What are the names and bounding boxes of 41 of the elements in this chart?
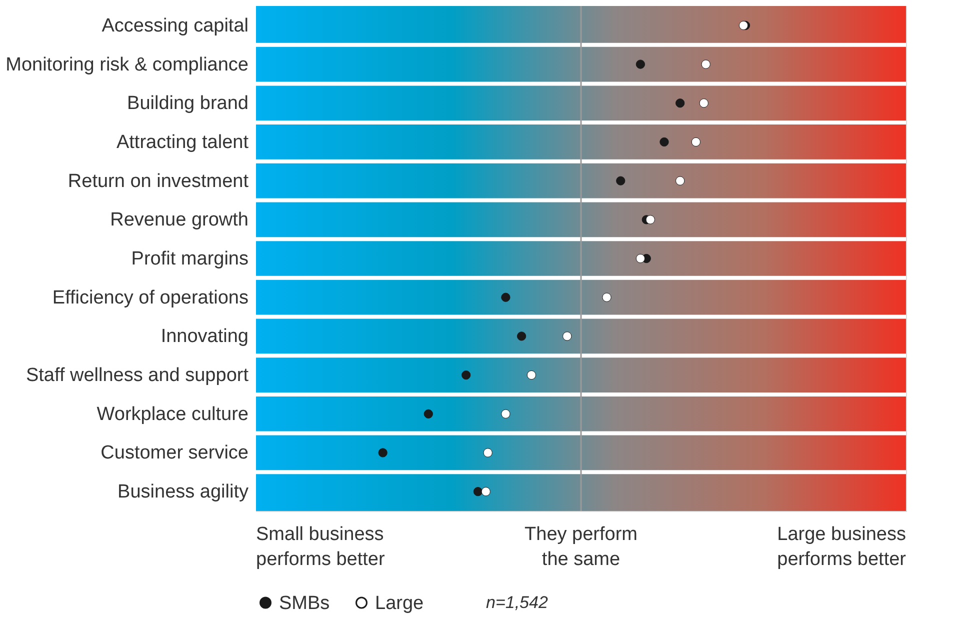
text: They perform the same: [524, 524, 638, 570]
point: [501, 409, 510, 418]
point: [461, 370, 471, 380]
point: [616, 176, 626, 186]
y-tick-label: Innovating: [160, 326, 248, 348]
text: Large business performs better: [777, 524, 907, 570]
point: [699, 98, 708, 108]
text: n=1,542: [486, 593, 548, 612]
point: [483, 448, 492, 458]
point: [473, 487, 483, 496]
y-tick-label: Revenue growth: [110, 210, 248, 231]
y-tick-label: Workplace culture: [96, 404, 248, 425]
y-tick-label: Attracting talent: [116, 132, 250, 153]
point: [526, 370, 536, 380]
point: [676, 98, 685, 108]
point: [691, 137, 701, 147]
point: [646, 215, 655, 224]
point: [701, 60, 710, 69]
point: [378, 448, 388, 458]
y-tick-label: Accessing capital: [102, 15, 248, 36]
point: [481, 487, 490, 496]
point: [516, 332, 526, 341]
y-tick-label: Monitoring risk & compliance: [6, 54, 248, 76]
text: Small business performs better: [256, 524, 386, 570]
point: [501, 292, 510, 302]
y-tick-label: Efficiency of operations: [52, 287, 248, 308]
y-tick-label: Staff wellness and support: [26, 365, 250, 386]
y-tick-label: Return on investment: [68, 170, 250, 192]
point: [424, 409, 433, 418]
legend-label: SMBs: [279, 592, 330, 614]
point: [602, 292, 612, 302]
y-tick-label: Profit margins: [131, 248, 248, 270]
y-tick-label: Customer service: [100, 442, 248, 464]
legend-label: Large: [375, 592, 424, 614]
point: [660, 137, 669, 147]
point: [562, 332, 572, 341]
y-tick-label: Business agility: [118, 482, 249, 503]
point: [636, 60, 646, 69]
y-tick-label: Building brand: [127, 93, 248, 114]
point: [676, 176, 685, 186]
point: [636, 254, 646, 264]
